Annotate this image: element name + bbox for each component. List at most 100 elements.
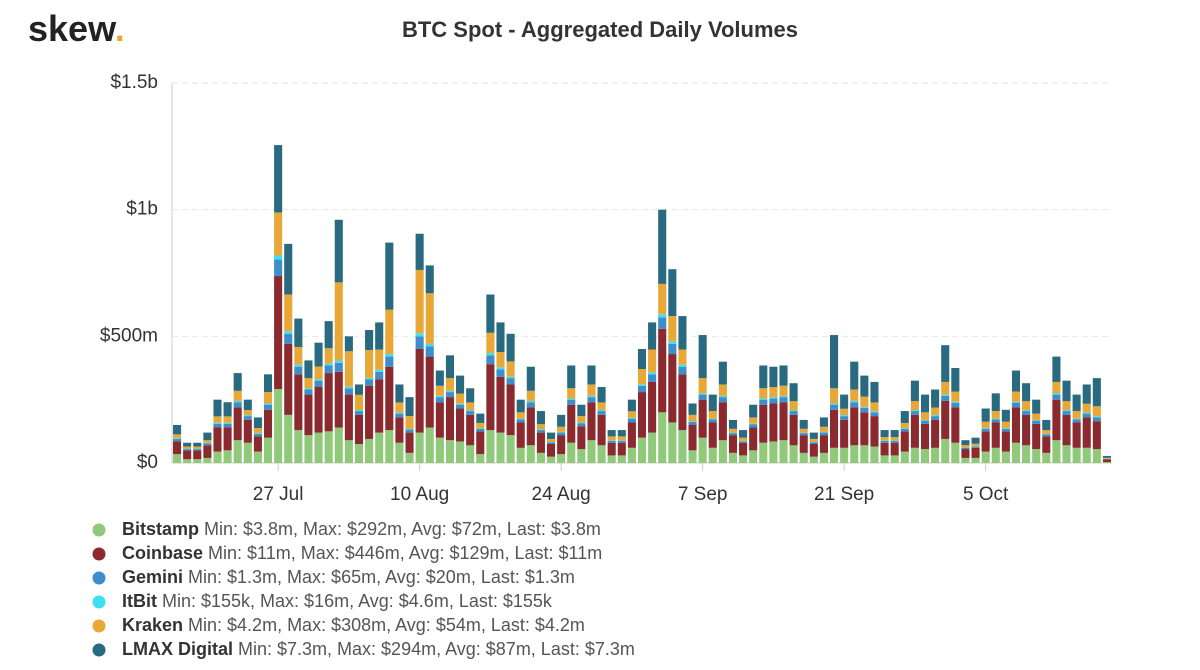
bar-segment [253,433,262,434]
bar-segment [941,395,950,401]
bar-segment [193,442,202,447]
bar-segment [324,431,333,463]
bar-segment [183,449,192,451]
bar-segment [284,333,293,344]
bar-segment [1011,402,1021,408]
bar-segment [415,269,424,334]
bar-segment [749,423,758,425]
bar-segment [870,446,879,463]
bar-segment [1052,393,1061,395]
bar-segment [253,436,262,452]
bar-segment [749,450,758,463]
bar-segment [456,393,465,404]
bar-segment [1042,430,1051,434]
bar-segment [951,442,960,463]
bar-segment [961,449,970,458]
bar-segment [991,393,1000,412]
bar-segment [375,369,384,372]
bar-segment [314,380,323,387]
legend-item[interactable]: Gemini Min: $1.3m, Max: $65m, Avg: $20m, … [92,567,575,587]
bar-segment [526,390,535,401]
bar-segment [304,389,313,395]
bar-segment [688,414,697,422]
bar-segment [900,451,909,463]
bar-segment [243,399,252,411]
legend-marker [92,643,106,657]
bar-segment [587,395,596,398]
bar-segment [567,442,576,463]
bar-segment [627,417,636,419]
legend-item[interactable]: Coinbase Min: $11m, Max: $446m, Avg: $129… [92,543,603,563]
bar-segment [173,438,182,442]
bar-segment [1011,370,1021,392]
bar-segment [910,380,919,402]
bar-segment [931,419,940,448]
bar-segment [718,397,727,403]
bar-segment [627,418,636,423]
legend-item[interactable]: LMAX Digital Min: $7.3m, Max: $294m, Avg:… [92,639,635,659]
bar-segment [769,397,778,399]
bar-segment [1082,447,1091,463]
bar-segment [486,355,495,365]
legend-stats: Min: $7.3m, Max: $294m, Avg: $87m, Last:… [238,639,635,659]
bar-segment [577,416,586,423]
bar-segment [466,410,475,412]
bar-segment [243,442,252,463]
bar-segment [678,430,687,463]
bar-segment [486,294,495,333]
bar-segment [708,418,717,420]
bar-segment [648,372,657,375]
bar-segment [213,427,222,452]
bar-segment [860,375,869,397]
bar-segment [294,364,303,367]
bar-segment [799,428,808,433]
bar-segment [223,450,232,463]
bar-segment [405,429,414,433]
bar-segment [294,346,303,365]
bar-segment [718,402,727,441]
bar-segment [496,352,505,368]
bar-segment [658,317,667,329]
bar-segment [506,333,515,362]
bar-segment [708,422,717,448]
bar-segment [890,455,899,463]
bar-segment [769,403,778,442]
bar-segment [900,411,909,423]
bar-segment [860,406,869,408]
bar-segment [334,371,343,428]
bar-segment [213,451,222,463]
bar-segment [365,438,374,463]
bar-segment [375,432,384,463]
bar-segment [617,455,626,463]
bar-segment [395,413,404,418]
bar-segment [769,398,778,404]
bar-segment [314,379,323,381]
bar-segment [1052,394,1061,400]
bar-segment [728,419,738,429]
bar-segment [637,384,647,386]
bar-segment [607,436,616,441]
legend-item[interactable]: Kraken Min: $4.2m, Max: $308m, Avg: $54m,… [92,615,585,635]
bar-segment [910,414,919,448]
bar-segment [193,446,202,449]
bar-segment [668,343,677,355]
bar-segment [304,378,313,389]
bar-segment [688,403,697,415]
bar-segment [951,368,960,392]
bar-segment [213,399,222,417]
bar-segment [718,384,727,396]
legend-name: Bitstamp [122,519,199,539]
bar-segment [749,424,758,428]
bar-segment [981,408,990,422]
bar-segment [759,399,768,405]
legend-item[interactable]: Bitstamp Min: $3.8m, Max: $292m, Avg: $72… [92,519,601,539]
bar-segment [961,445,970,448]
bar-segment [183,446,192,449]
legend-item[interactable]: ItBit Min: $155k, Max: $16m, Avg: $4.6m, … [92,591,553,611]
bar-segment [779,402,788,441]
bar-segment [920,394,930,413]
bar-segment [870,412,879,417]
bar-segment [466,388,475,403]
x-tick-label: 24 Aug [532,484,591,505]
bar-segment [880,442,889,456]
